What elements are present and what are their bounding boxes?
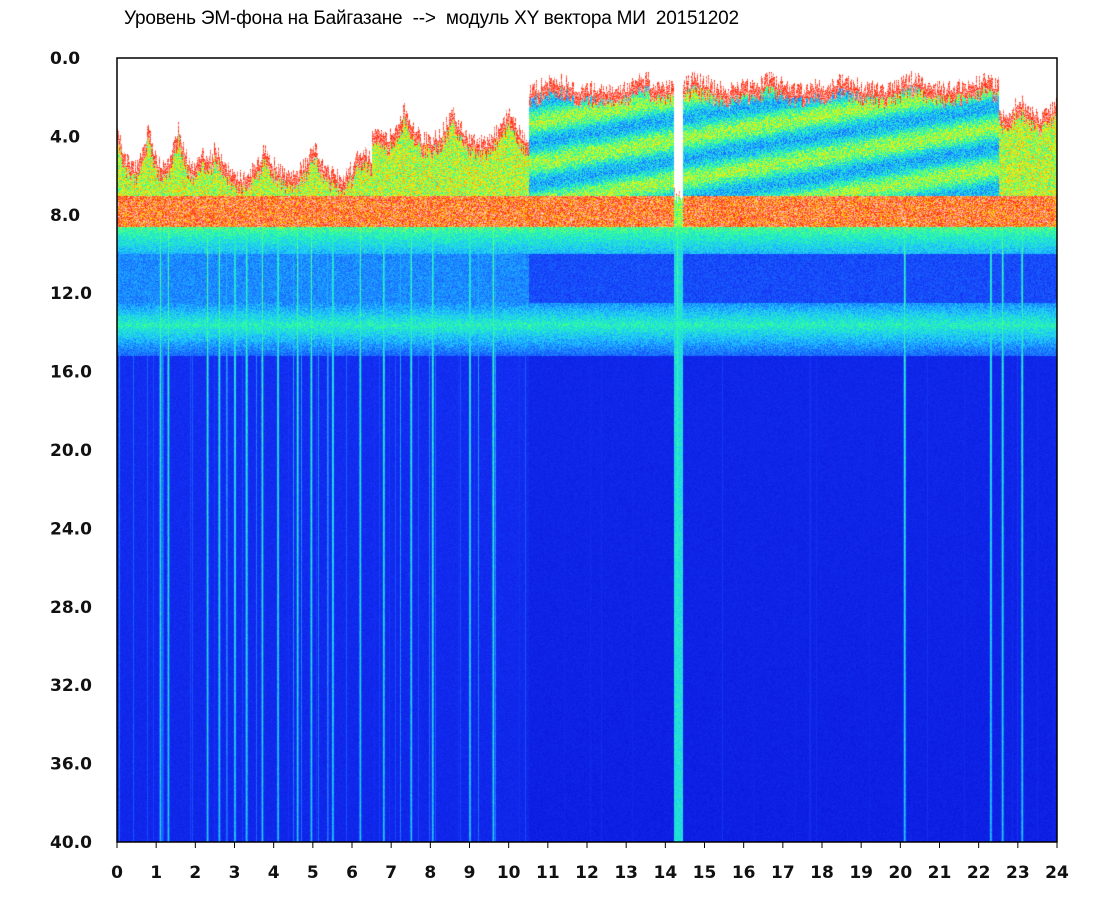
y-tick-label: 36.0 (50, 755, 92, 775)
x-tick-label: 13 (614, 863, 638, 883)
chart-title: Уровень ЭМ-фона на Байгазане --> модуль … (124, 8, 739, 29)
y-tick-label: 24.0 (50, 519, 92, 539)
heatmap-canvas (117, 58, 1057, 842)
x-tick-label: 12 (575, 863, 599, 883)
x-tick-label: 14 (653, 863, 677, 883)
y-tick-label: 8.0 (50, 206, 80, 226)
x-tick-label: 5 (307, 863, 319, 883)
x-tick-label: 18 (810, 863, 834, 883)
y-tick-label: 28.0 (50, 598, 92, 618)
y-tick-label: 4.0 (50, 127, 80, 147)
y-tick-label: 20.0 (50, 441, 92, 461)
x-tick-label: 20 (888, 863, 912, 883)
x-tick-label: 10 (497, 863, 521, 883)
x-tick-label: 24 (1045, 863, 1069, 883)
plot-area (116, 57, 1058, 843)
x-tick-label: 6 (346, 863, 358, 883)
x-tick-label: 4 (268, 863, 280, 883)
x-tick-label: 21 (928, 863, 952, 883)
x-tick-label: 0 (111, 863, 123, 883)
x-tick-label: 8 (424, 863, 436, 883)
x-tick-label: 1 (150, 863, 162, 883)
x-tick-label: 2 (189, 863, 201, 883)
x-tick-label: 15 (693, 863, 717, 883)
x-tick-label: 22 (967, 863, 991, 883)
x-tick-label: 11 (536, 863, 560, 883)
y-axis: 0.0 4.0 8.0 12.0 16.0 20.0 24.0 28.0 32.0 36.0 40.… (50, 49, 92, 853)
x-tick-label: 19 (849, 863, 873, 883)
x-tick-label: 9 (464, 863, 476, 883)
heatmap-image-wrapper (117, 58, 1057, 842)
x-tick-label: 23 (1006, 863, 1030, 883)
x-tick-label: 17 (771, 863, 795, 883)
y-tick-label: 12.0 (50, 284, 92, 304)
y-tick-label: 0.0 (50, 49, 80, 69)
y-tick-label: 16.0 (50, 363, 92, 383)
y-tick-label: 32.0 (50, 676, 92, 696)
x-tick-label: 3 (229, 863, 241, 883)
x-tick-label: 7 (385, 863, 397, 883)
y-tick-label: 40.0 (50, 833, 92, 853)
x-tick-label: 16 (732, 863, 756, 883)
x-axis: 0 1 2 3 4 5 6 7 8 9 10 11 12 13 14 15 16 17 18 19 20 21 22 23 24 (111, 842, 1069, 883)
